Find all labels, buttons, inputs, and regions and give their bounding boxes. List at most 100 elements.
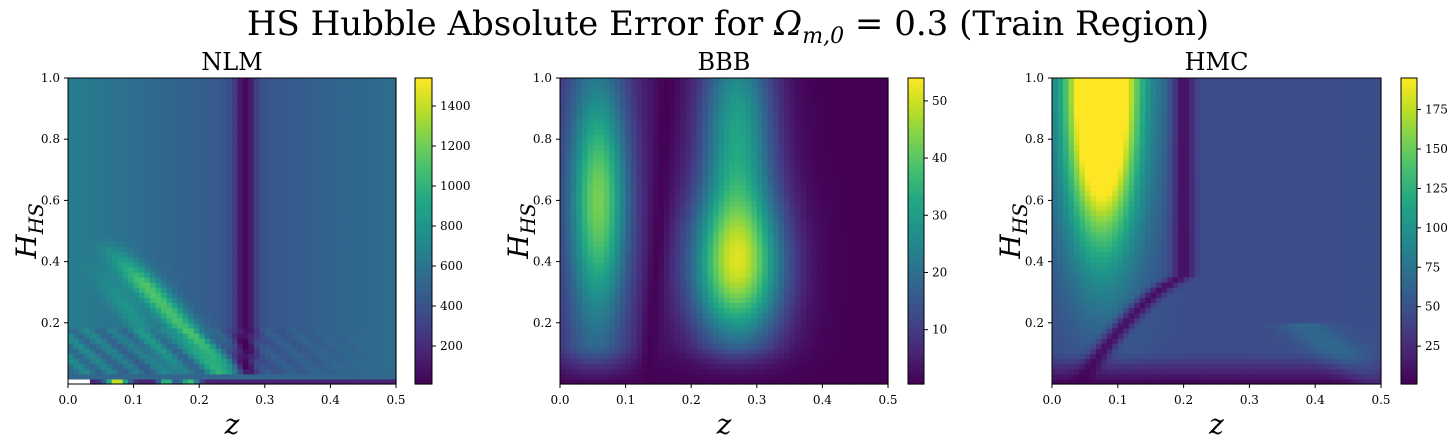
heatmap-cell [587, 123, 594, 130]
heatmap-cell [379, 123, 386, 130]
heatmap-cell [242, 129, 249, 135]
heatmap-cell [242, 236, 249, 242]
heatmap-cell [232, 83, 239, 89]
heatmap-cell [248, 282, 255, 288]
heatmap-cell [232, 292, 239, 298]
heatmap-cell [166, 236, 173, 242]
heatmap-cell [182, 185, 189, 191]
heatmap-cell [658, 215, 665, 222]
heatmap-cell [390, 129, 397, 135]
heatmap-cell [303, 93, 310, 99]
heatmap-cell [275, 348, 282, 354]
heatmap-cell [210, 225, 217, 232]
heatmap-cell [620, 378, 627, 385]
heatmap-cell [166, 333, 173, 339]
heatmap-cell [319, 210, 326, 217]
heatmap-cell [242, 118, 249, 125]
heatmap-cell [620, 338, 627, 344]
heatmap-cell [592, 256, 599, 263]
heatmap-cell [204, 378, 211, 385]
heatmap-cell [171, 307, 178, 314]
heatmap-cell [155, 317, 162, 324]
heatmap-cell [592, 205, 599, 212]
heatmap-cell [281, 256, 288, 263]
heatmap-cell [292, 88, 299, 94]
heatmap-cell [84, 83, 91, 89]
heatmap-cell [95, 353, 102, 360]
heatmap-cell [560, 98, 567, 105]
heatmap-cell [636, 266, 643, 273]
heatmap-cell [253, 261, 260, 268]
heatmap-cell [368, 327, 375, 334]
heatmap-cell [237, 123, 244, 130]
heatmap-cell [352, 343, 359, 349]
heatmap-cell [166, 190, 173, 196]
heatmap-cell [357, 333, 364, 339]
heatmap-cell [226, 144, 233, 150]
heatmap-cell [286, 251, 293, 258]
heatmap-cell [182, 215, 189, 222]
heatmap-cell [215, 108, 222, 115]
heatmap-cell [314, 322, 321, 329]
heatmap-cell [84, 241, 91, 247]
heatmap-cell [609, 251, 616, 258]
heatmap-cell [215, 231, 222, 237]
heatmap-cell [84, 302, 91, 309]
heatmap-cell [368, 185, 375, 191]
heatmap-cell [281, 93, 288, 99]
heatmap-cell [84, 225, 91, 232]
heatmap-cell [232, 103, 239, 110]
heatmap-cell [232, 113, 239, 120]
heatmap-cell [133, 348, 140, 354]
heatmap-cell [122, 169, 129, 176]
heatmap-cell [111, 123, 118, 130]
heatmap-cell [576, 205, 583, 212]
heatmap-cell [374, 108, 381, 115]
heatmap-cell [221, 159, 228, 166]
heatmap-cell [139, 134, 146, 140]
heatmap-cell [122, 215, 129, 222]
heatmap-cell [210, 292, 217, 298]
heatmap-cell [352, 348, 359, 354]
heatmap-cell [390, 103, 397, 110]
heatmap-cell [275, 241, 282, 247]
heatmap-cell [663, 322, 670, 329]
heatmap-cell [379, 231, 386, 237]
heatmap-cell [177, 174, 184, 181]
heatmap-cell [199, 246, 206, 252]
heatmap-cell [587, 134, 594, 140]
heatmap-cell [188, 134, 195, 140]
heatmap-cell [73, 297, 80, 303]
heatmap-cell [270, 215, 277, 222]
heatmap-cell [385, 139, 392, 145]
heatmap-cell [631, 149, 638, 156]
heatmap-cell [155, 338, 162, 344]
heatmap-cell [210, 353, 217, 360]
heatmap-cell [625, 251, 632, 258]
heatmap-cell [171, 180, 178, 186]
heatmap-cell [598, 322, 605, 329]
heatmap-cell [215, 327, 222, 334]
heatmap-cell [652, 353, 659, 360]
heatmap-cell [587, 225, 594, 232]
heatmap-cell [292, 353, 299, 360]
heatmap-cell [303, 302, 310, 309]
heatmap-cell [106, 292, 113, 298]
heatmap-cell [68, 287, 75, 293]
heatmap-cell [368, 113, 375, 120]
heatmap-cell [346, 174, 353, 181]
heatmap-cell [576, 333, 583, 339]
heatmap-cell [663, 134, 670, 140]
heatmap-cell [390, 123, 397, 130]
heatmap-cell [669, 276, 676, 283]
heatmap-cell [581, 266, 588, 273]
heatmap-cell [565, 185, 572, 191]
heatmap-cell [374, 282, 381, 288]
heatmap-cell [68, 276, 75, 283]
heatmap-cell [581, 378, 588, 385]
heatmap-cell [303, 261, 310, 268]
heatmap-cell [117, 159, 124, 166]
heatmap-cell [275, 368, 282, 375]
heatmap-cell [182, 129, 189, 135]
heatmap-cell [281, 159, 288, 166]
